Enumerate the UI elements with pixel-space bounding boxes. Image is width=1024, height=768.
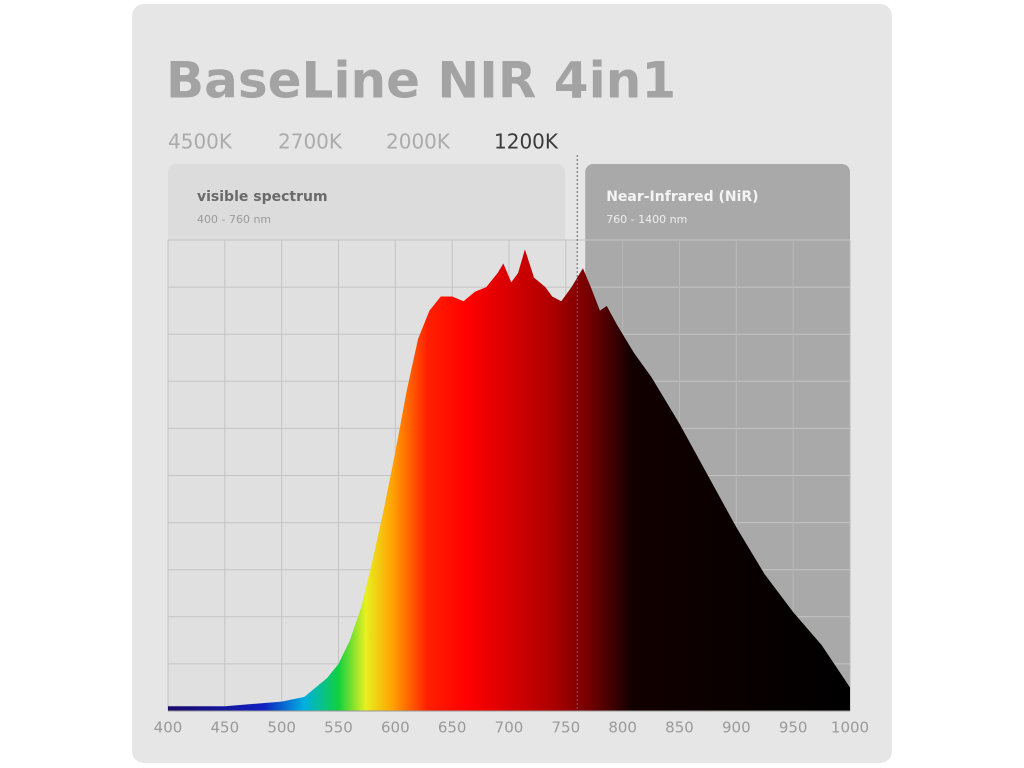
x-tick-label: 850	[665, 719, 694, 737]
title: BaseLine NIR 4in1	[166, 52, 676, 110]
visible-panel	[168, 164, 566, 240]
tab[interactable]: 2000K	[386, 130, 451, 154]
x-tick-label: 750	[552, 719, 581, 737]
x-tick-label: 950	[779, 719, 808, 737]
x-tick-label: 550	[324, 719, 353, 737]
x-tick-label: 1000	[831, 719, 869, 737]
region-range: 400 - 760 nm	[197, 213, 271, 226]
x-tick-label: 400	[154, 719, 183, 737]
region-label: Near-Infrared (NiR)	[606, 189, 758, 205]
x-tick-label: 500	[267, 719, 296, 737]
tab[interactable]: 2700K	[278, 130, 343, 154]
region-label: visible spectrum	[197, 189, 328, 205]
tab[interactable]: 4500K	[168, 130, 233, 154]
region-range: 760 - 1400 nm	[606, 213, 687, 226]
x-tick-label: 600	[381, 719, 410, 737]
x-tick-label: 700	[495, 719, 524, 737]
x-tick-label: 900	[722, 719, 751, 737]
tab[interactable]: 1200K	[494, 130, 559, 154]
x-tick-label: 800	[608, 719, 637, 737]
spectrum-area	[168, 249, 850, 712]
x-tick-label: 450	[211, 719, 240, 737]
x-tick-label: 650	[438, 719, 467, 737]
